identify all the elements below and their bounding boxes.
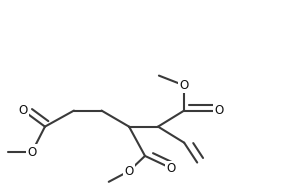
Text: O: O	[214, 104, 224, 117]
Text: O: O	[19, 104, 28, 117]
Text: O: O	[180, 79, 189, 92]
Text: O: O	[27, 146, 37, 159]
Text: O: O	[166, 162, 176, 175]
Text: O: O	[124, 165, 134, 177]
